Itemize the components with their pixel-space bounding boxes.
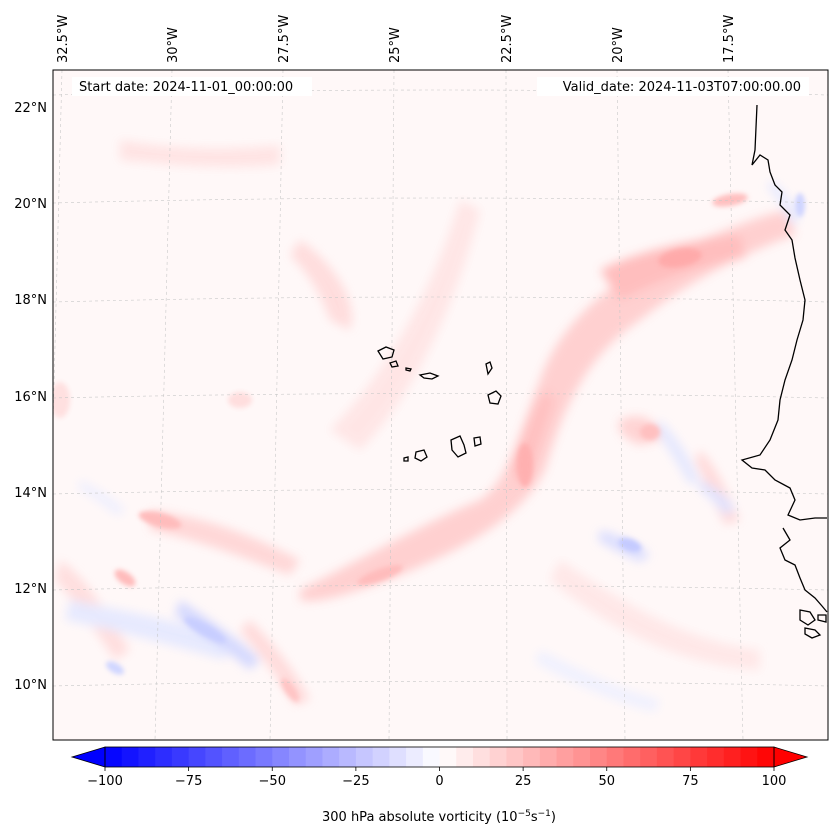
colorbar-cell [222, 747, 240, 767]
island-brava [403, 456, 409, 462]
colorbar-cell [138, 747, 156, 767]
colorbar-max-extend-arrow [773, 746, 809, 768]
colorbar-tick-label: −100 [87, 774, 123, 789]
colorbar-ticks: −100 −75 −50 −25 0 25 50 75 100 [87, 767, 786, 789]
colorbar-tick-label: −50 [259, 774, 286, 789]
colorbar-tick-label: 100 [762, 774, 787, 789]
lat-label: 10°N [14, 678, 47, 693]
longitude-labels: 32.5°W 30°W 27.5°W 25°W 22.5°W 20°W 17.5… [56, 15, 737, 63]
colorbar-cell [690, 747, 708, 767]
colorbar-tick-label: 0 [435, 774, 443, 789]
colorbar-label: 300 hPa absolute vorticity (10−5s−1) [322, 809, 556, 825]
colorbar-cell [623, 747, 641, 767]
colorbar-cell [238, 747, 256, 767]
latitude-labels: 22°N 20°N 18°N 16°N 14°N 12°N 10°N [14, 101, 47, 693]
colorbar-tick-label: 25 [515, 774, 532, 789]
colorbar-cell [740, 747, 758, 767]
colorbar-cells [105, 747, 775, 767]
colorbar-cell [489, 747, 507, 767]
colorbar-cell [255, 747, 273, 767]
colorbar-cell [523, 747, 541, 767]
colorbar-cell [188, 747, 206, 767]
lon-label: 22.5°W [500, 15, 515, 63]
colorbar-cell [707, 747, 725, 767]
lat-label: 12°N [14, 582, 47, 597]
colorbar-cell [422, 747, 440, 767]
colorbar-cell [472, 747, 491, 767]
colorbar-cell [640, 747, 658, 767]
lon-label: 27.5°W [277, 15, 292, 63]
colorbar-cell [506, 747, 524, 767]
valid-date-text: Valid_date: 2024-11-03T07:00:00.00 [563, 80, 801, 95]
map-panel[interactable]: Start date: 2024-11-01_00:00:00 Valid_da… [45, 69, 829, 741]
colorbar-cell [155, 747, 173, 767]
colorbar-cell [406, 747, 424, 767]
colorbar-cell [656, 747, 675, 767]
lon-label: 17.5°W [722, 15, 737, 63]
cape-verde-islands [377, 346, 502, 462]
colorbar-cell [372, 747, 390, 767]
colorbar-cell [288, 747, 307, 767]
africa-coastline [740, 104, 828, 639]
colorbar-cell [305, 747, 323, 767]
colorbar-cell [339, 747, 357, 767]
colorbar-tick-label: −25 [342, 774, 369, 789]
lat-label: 22°N [14, 101, 47, 116]
lon-label: 30°W [166, 27, 181, 63]
colorbar-cell [121, 747, 139, 767]
island-sao-vicente [389, 360, 399, 368]
colorbar: −100 −75 −50 −25 0 25 50 75 100 300 hPa absolute… [70, 746, 809, 825]
colorbar-cell [539, 747, 557, 767]
lon-label: 32.5°W [56, 15, 71, 63]
vorticity-field [53, 140, 805, 712]
colorbar-cell [355, 747, 374, 767]
colorbar-cell [171, 747, 190, 767]
lon-label: 20°W [611, 27, 626, 63]
lat-label: 18°N [14, 293, 47, 308]
island-santa-luzia [405, 367, 412, 372]
map-frame [52, 69, 829, 741]
lat-label: 20°N [14, 197, 47, 212]
colorbar-cell [673, 747, 691, 767]
colorbar-cell [205, 747, 223, 767]
island-sal [485, 361, 493, 376]
valid-date-box [537, 77, 809, 96]
colorbar-cell [456, 747, 474, 767]
colorbar-tick-label: −75 [175, 774, 202, 789]
gridlines [53, 70, 828, 740]
colorbar-tick-label: 75 [682, 774, 699, 789]
colorbar-cell [105, 747, 123, 767]
colorbar-cell [606, 747, 624, 767]
colorbar-cell [556, 747, 574, 767]
island-santiago [450, 435, 467, 458]
start-date-box [72, 77, 312, 96]
colorbar-cell [389, 747, 407, 767]
colorbar-min-extend-arrow [70, 746, 106, 768]
colorbar-cell [590, 747, 608, 767]
colorbar-cell [573, 747, 591, 767]
lat-label: 16°N [14, 390, 47, 405]
lat-label: 14°N [14, 486, 47, 501]
island-fogo [414, 449, 428, 462]
colorbar-tick-label: 50 [598, 774, 615, 789]
lon-label: 25°W [388, 27, 403, 63]
island-maio [473, 436, 482, 447]
start-date-text: Start date: 2024-11-01_00:00:00 [79, 80, 293, 95]
island-santo-antao [377, 346, 395, 360]
colorbar-cell [272, 747, 290, 767]
colorbar-cell [322, 747, 340, 767]
island-boa-vista [487, 390, 502, 405]
colorbar-cell [723, 747, 741, 767]
island-sao-nicolau [418, 372, 440, 380]
colorbar-cell [439, 747, 457, 767]
colorbar-cell [757, 747, 775, 767]
